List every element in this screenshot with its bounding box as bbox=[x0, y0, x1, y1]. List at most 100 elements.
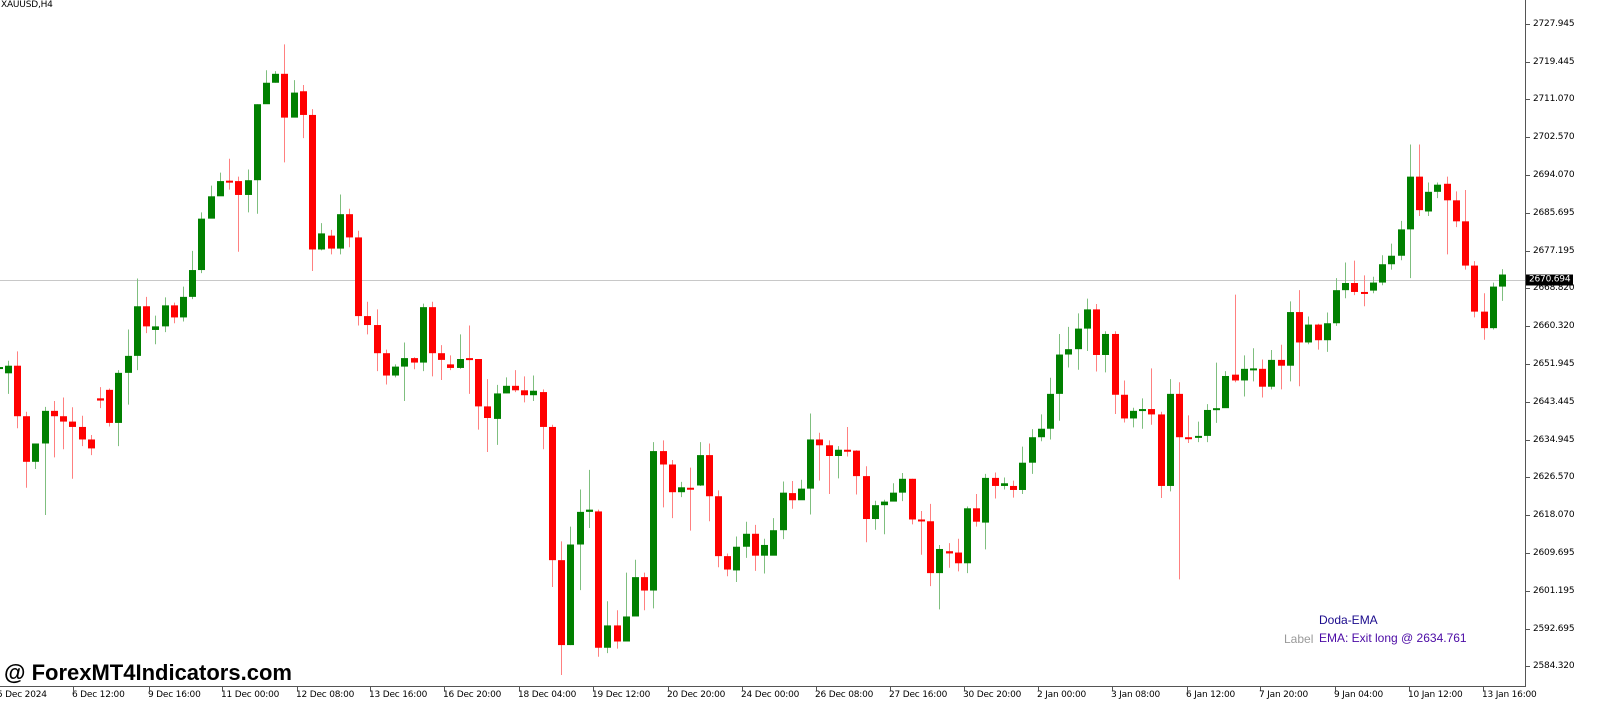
bull-candle bbox=[189, 250, 196, 300]
price-tick bbox=[1526, 137, 1530, 139]
bull-candle bbox=[872, 500, 879, 530]
bull-candle bbox=[899, 472, 906, 502]
price-label: 2727.945 bbox=[1533, 19, 1575, 29]
price-label: 2694.070 bbox=[1533, 170, 1575, 181]
bull-candle bbox=[807, 413, 814, 515]
bear-candle bbox=[235, 176, 242, 252]
bull-candle bbox=[401, 342, 408, 402]
bear-candle bbox=[1453, 191, 1460, 228]
bear-candle bbox=[595, 509, 602, 657]
time-tick bbox=[1483, 687, 1484, 691]
bull-candle bbox=[1287, 301, 1294, 382]
time-label: 7 Jan 20:00 bbox=[1259, 690, 1309, 700]
price-label: 2677.195 bbox=[1533, 245, 1575, 256]
bear-candle bbox=[364, 301, 371, 335]
bull-candle bbox=[881, 499, 888, 535]
bull-candle bbox=[1029, 429, 1036, 474]
price-label: 2584.320 bbox=[1533, 661, 1575, 671]
time-tick bbox=[1409, 687, 1410, 691]
bear-candle bbox=[429, 301, 436, 377]
bull-candle bbox=[0, 367, 3, 370]
bear-candle bbox=[143, 296, 150, 334]
bear-candle bbox=[60, 397, 67, 450]
chart-area[interactable]: XAUUSD,H4 @ ForexMT4Indicators.com Doda-… bbox=[0, 0, 1525, 686]
price-label: 2609.695 bbox=[1533, 547, 1575, 558]
bull-candle bbox=[291, 80, 298, 118]
indicator-label: Label bbox=[1284, 632, 1314, 646]
bull-candle bbox=[1065, 326, 1072, 368]
bear-candle bbox=[106, 388, 113, 427]
bear-candle bbox=[816, 432, 823, 481]
price-tick bbox=[1526, 175, 1530, 177]
bear-candle bbox=[614, 610, 621, 649]
bull-candle bbox=[254, 104, 261, 214]
price-axis[interactable]: 2727.945 2719.445 2711.070 2702.570 2694.070… bbox=[1525, 0, 1600, 686]
bull-candle bbox=[936, 544, 943, 610]
bull-candle bbox=[1241, 355, 1248, 397]
bear-candle bbox=[1158, 411, 1165, 499]
bull-candle bbox=[1250, 348, 1257, 382]
time-tick bbox=[1112, 687, 1113, 691]
time-tick bbox=[1038, 687, 1039, 691]
time-label: 13 Jan 16:00 bbox=[1482, 690, 1537, 700]
time-tick bbox=[1187, 687, 1188, 691]
bear-candle bbox=[1278, 344, 1285, 390]
bull-candle bbox=[1324, 312, 1331, 352]
time-label: 6 Jan 12:00 bbox=[1186, 690, 1236, 700]
bull-candle bbox=[32, 443, 39, 469]
time-tick bbox=[1260, 687, 1261, 691]
time-tick bbox=[742, 687, 743, 691]
bear-candle bbox=[992, 472, 999, 499]
price-label: 2719.445 bbox=[1533, 56, 1575, 67]
price-tick bbox=[1526, 61, 1530, 63]
price-tick bbox=[1526, 250, 1530, 252]
bear-candle bbox=[346, 208, 353, 248]
bull-candle bbox=[1102, 331, 1109, 373]
price-label: 2711.070 bbox=[1533, 94, 1575, 105]
price-label: 2685.695 bbox=[1533, 207, 1575, 218]
bear-candle bbox=[171, 302, 178, 324]
time-label: 30 Dec 20:00 bbox=[963, 690, 1022, 700]
time-label: 11 Dec 00:00 bbox=[221, 690, 280, 700]
time-label: 2 Jan 00:00 bbox=[1037, 690, 1087, 700]
bear-candle bbox=[374, 309, 381, 372]
bear-candle bbox=[309, 109, 316, 271]
bear-candle bbox=[540, 389, 547, 450]
bull-candle bbox=[1490, 282, 1497, 330]
bull-candle bbox=[263, 70, 270, 105]
bear-candle bbox=[660, 440, 667, 508]
bull-candle bbox=[678, 481, 685, 498]
bear-candle bbox=[669, 460, 676, 519]
bull-candle bbox=[318, 223, 325, 251]
bull-candle bbox=[530, 375, 537, 402]
bull-candle bbox=[1398, 220, 1405, 261]
bear-candle bbox=[1232, 294, 1239, 383]
time-axis[interactable]: 5 Dec 2024 6 Dec 12:00 9 Dec 16:00 11 Dec 0… bbox=[0, 686, 1537, 716]
bear-candle bbox=[853, 450, 860, 495]
bear-candle bbox=[1351, 260, 1358, 296]
time-label: 9 Jan 04:00 bbox=[1334, 690, 1384, 700]
bull-candle bbox=[586, 469, 593, 528]
bear-candle bbox=[752, 524, 759, 571]
price-label: 2643.445 bbox=[1533, 396, 1575, 407]
bear-candle bbox=[1471, 261, 1478, 318]
bull-candle bbox=[780, 481, 787, 540]
bear-candle bbox=[1315, 323, 1322, 350]
bull-candle bbox=[392, 364, 399, 378]
bull-candle bbox=[494, 384, 501, 445]
time-label: 19 Dec 12:00 bbox=[592, 690, 651, 700]
bull-candle bbox=[1019, 446, 1026, 494]
time-tick bbox=[370, 687, 371, 691]
price-tick bbox=[1526, 288, 1530, 290]
bull-candle bbox=[272, 71, 279, 83]
bear-candle bbox=[1176, 382, 1183, 580]
bear-candle bbox=[1121, 380, 1128, 423]
bear-candle bbox=[909, 478, 916, 525]
bear-candle bbox=[687, 467, 694, 531]
time-label: 16 Dec 20:00 bbox=[443, 690, 502, 700]
bear-candle bbox=[1481, 293, 1488, 340]
bull-candle bbox=[1195, 421, 1202, 443]
bull-candle bbox=[604, 601, 611, 654]
bull-candle bbox=[180, 286, 187, 322]
price-label: 2634.945 bbox=[1533, 434, 1575, 445]
